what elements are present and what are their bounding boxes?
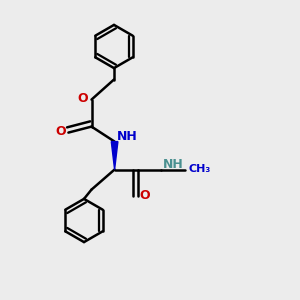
Text: O: O bbox=[78, 92, 88, 105]
Text: O: O bbox=[56, 124, 66, 138]
Polygon shape bbox=[111, 142, 118, 170]
Text: O: O bbox=[139, 189, 150, 202]
Text: NH: NH bbox=[163, 158, 184, 171]
Text: CH₃: CH₃ bbox=[188, 164, 211, 175]
Text: NH: NH bbox=[117, 130, 138, 143]
